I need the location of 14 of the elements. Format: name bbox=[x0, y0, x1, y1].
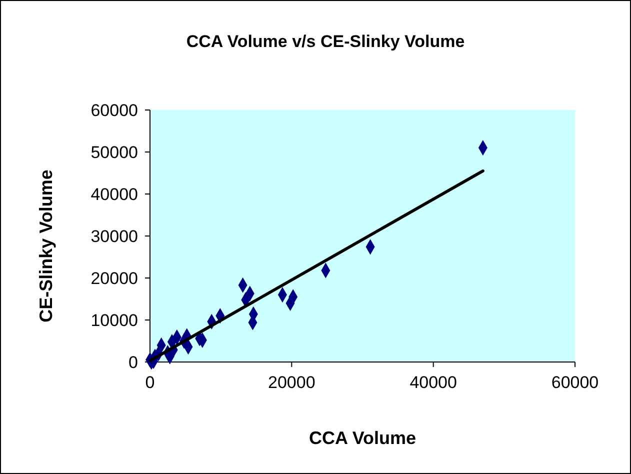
chart-title: CCA Volume v/s CE-Slinky Volume bbox=[186, 32, 465, 51]
y-tick-label: 40000 bbox=[90, 184, 138, 204]
y-tick-label: 60000 bbox=[90, 100, 138, 120]
y-tick-label: 50000 bbox=[90, 142, 138, 162]
y-axis-title: CE-Slinky Volume bbox=[36, 170, 56, 322]
x-tick-label: 0 bbox=[145, 373, 155, 392]
x-tick-label: 20000 bbox=[268, 373, 316, 392]
x-tick-label: 60000 bbox=[551, 373, 599, 392]
y-tick-label: 20000 bbox=[90, 268, 138, 288]
y-tick-label: 10000 bbox=[90, 310, 138, 330]
x-tick-label: 40000 bbox=[410, 373, 457, 392]
y-tick-label: 0 bbox=[128, 352, 138, 372]
x-axis-title: CCA Volume bbox=[308, 428, 416, 448]
y-tick-label: 30000 bbox=[90, 226, 138, 246]
